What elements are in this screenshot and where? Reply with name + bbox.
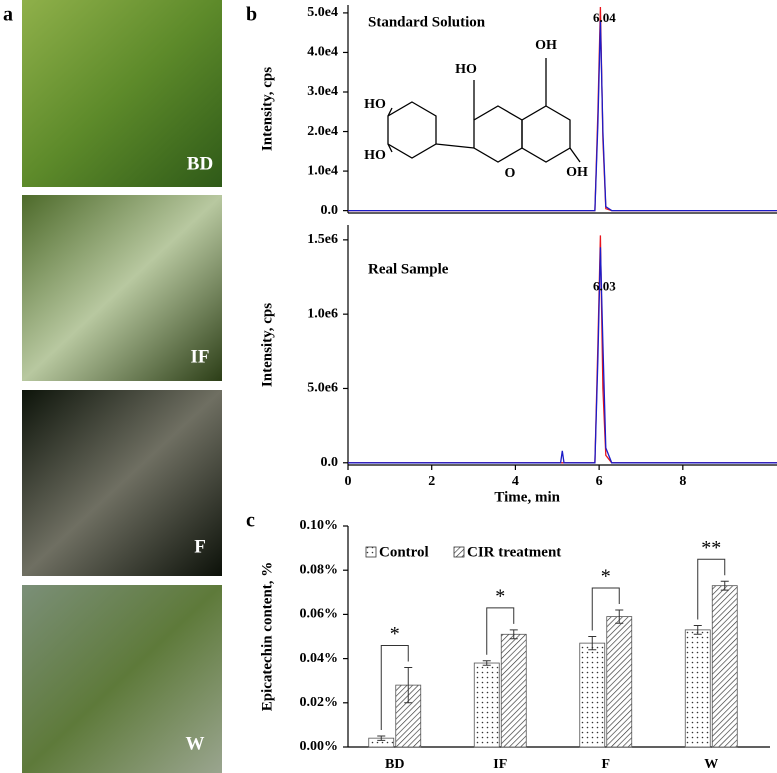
- y-axis-label: Intensity, cps: [259, 67, 275, 151]
- x-tick-label: 4: [512, 474, 519, 489]
- panel-label: a: [3, 4, 13, 26]
- bar: [606, 616, 633, 748]
- photo: [22, 585, 222, 773]
- x-tick-label: BD: [385, 757, 404, 772]
- ring: [387, 101, 437, 159]
- y-tick-label: 1.5e6: [307, 232, 338, 247]
- y-tick-label: 0.0: [321, 203, 339, 218]
- photo: [22, 390, 222, 576]
- y-tick-label: 0.00%: [300, 739, 339, 754]
- legend-label: CIR treatment: [467, 544, 561, 560]
- x-tick-label: 0: [345, 474, 352, 489]
- peak-label: 6.04: [593, 10, 616, 25]
- bar: [500, 633, 527, 748]
- bracket: [486, 607, 515, 655]
- x-tick-label: 8: [679, 474, 686, 489]
- significance: *: [390, 623, 400, 645]
- x-tick-label: 6: [596, 474, 603, 489]
- y-tick-label: 5.0e4: [307, 5, 338, 20]
- significance: *: [495, 585, 505, 607]
- y-tick-label: 1.0e4: [307, 163, 338, 178]
- x-tick-label: IF: [493, 757, 507, 772]
- error-bar: [693, 624, 702, 635]
- photo: [22, 0, 222, 187]
- x-tick-label: F: [601, 757, 610, 772]
- bar: [684, 629, 711, 748]
- bar: [473, 662, 500, 748]
- legend-swatch: [453, 546, 465, 558]
- legend-swatch: [365, 546, 377, 558]
- atom-label: HO: [364, 97, 386, 112]
- molecule: [387, 58, 581, 163]
- trace: [348, 20, 777, 212]
- photo-label: W: [186, 733, 205, 754]
- bracket: [591, 587, 620, 631]
- panel-label: b: [246, 4, 257, 26]
- y-tick-label: 0.10%: [300, 518, 339, 533]
- atom-label: OH: [535, 38, 557, 53]
- photo: [22, 195, 222, 381]
- significance: **: [701, 537, 721, 559]
- error-bar: [404, 666, 413, 704]
- x-tick-label: W: [704, 757, 718, 772]
- bar: [579, 642, 606, 748]
- error-bar: [588, 636, 597, 651]
- bar: [711, 585, 738, 748]
- chart-title: Standard Solution: [368, 14, 486, 30]
- y-axis-label: Epicatechin content, %: [259, 562, 275, 712]
- bond: [569, 147, 581, 163]
- trace: [348, 247, 777, 464]
- photo-label: BD: [187, 153, 213, 174]
- error-bar: [482, 660, 491, 666]
- photos: BD IF F W: [22, 0, 222, 773]
- error-bar: [377, 735, 386, 741]
- atom-label: HO: [364, 148, 386, 163]
- y-axis-label: Intensity, cps: [259, 303, 275, 387]
- peak-label: 6.03: [593, 278, 616, 293]
- y-tick-label: 0.04%: [300, 651, 339, 666]
- atom-label: OH: [566, 165, 588, 180]
- photo-label: IF: [191, 346, 210, 367]
- significance: *: [601, 566, 611, 588]
- ring: [473, 105, 523, 163]
- y-tick-label: 0.02%: [300, 695, 339, 710]
- atom-label: HO: [455, 62, 477, 77]
- error-bar: [720, 580, 729, 591]
- y-tick-label: 3.0e4: [307, 84, 338, 99]
- chart-title: Real Sample: [368, 261, 449, 277]
- bracket: [380, 644, 409, 730]
- x-axis-label: Time, min: [494, 489, 560, 505]
- y-tick-label: 0.0: [321, 455, 339, 470]
- legend-label: Control: [379, 544, 429, 560]
- error-bar: [615, 609, 624, 624]
- error-bar: [509, 629, 518, 640]
- y-tick-label: 0.06%: [300, 607, 339, 622]
- bracket: [697, 558, 726, 620]
- bond: [387, 107, 393, 117]
- x-tick-label: 2: [428, 474, 435, 489]
- y-tick-label: 1.0e6: [307, 306, 338, 321]
- trace: [348, 6, 777, 212]
- y-tick-label: 2.0e4: [307, 124, 338, 139]
- y-tick-label: 0.08%: [300, 562, 339, 577]
- atom-label: O: [505, 166, 516, 181]
- y-tick-label: 4.0e4: [307, 45, 338, 60]
- y-tick-label: 5.0e6: [307, 381, 338, 396]
- panel-label: c: [246, 510, 255, 532]
- ring: [521, 105, 571, 163]
- bond: [435, 143, 475, 149]
- photo-label: F: [194, 536, 206, 557]
- bond: [387, 143, 393, 153]
